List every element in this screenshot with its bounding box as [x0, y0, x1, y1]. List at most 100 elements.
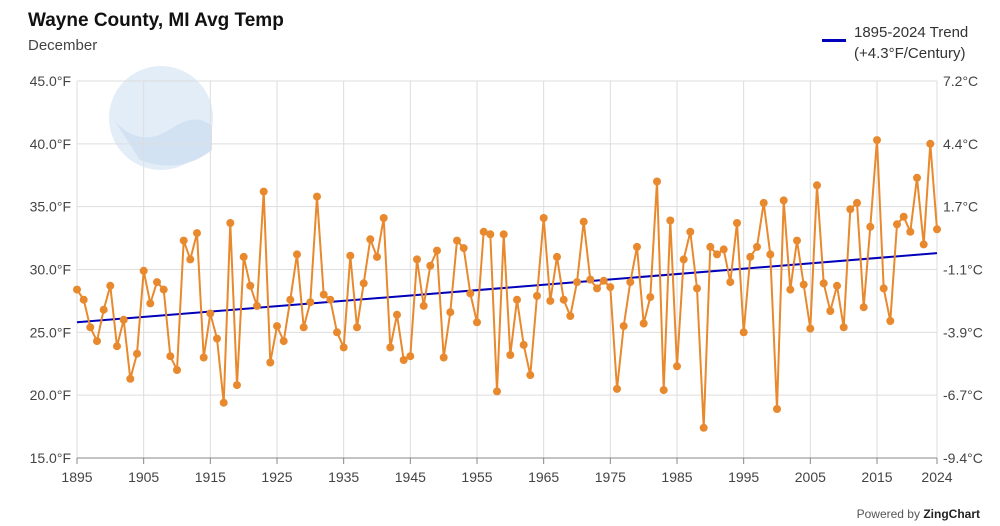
y-tick-label-right: -3.9°C	[943, 324, 983, 340]
data-point	[286, 295, 295, 304]
data-point	[639, 319, 648, 328]
data-point	[886, 317, 895, 325]
data-point	[879, 284, 888, 293]
data-point	[646, 293, 655, 302]
y-tick-label-left: 30.0°F	[30, 262, 71, 278]
y-tick-label-right: 1.7°C	[943, 199, 978, 215]
data-point	[853, 198, 861, 207]
data-point	[873, 136, 881, 145]
data-point	[293, 250, 301, 259]
data-point	[686, 227, 695, 236]
data-point	[553, 252, 561, 261]
zingchart-credit[interactable]: Powered by ZingChart	[856, 507, 980, 521]
data-point	[913, 173, 921, 182]
x-tick-label: 2015	[861, 469, 892, 485]
data-point	[186, 255, 195, 264]
data-point	[193, 229, 201, 238]
x-tick-label: 1975	[595, 469, 626, 485]
data-point	[739, 328, 748, 337]
data-point	[653, 177, 661, 186]
data-point	[139, 266, 148, 275]
data-point	[393, 310, 401, 319]
data-point	[279, 337, 288, 346]
data-point	[153, 278, 161, 287]
data-point	[519, 340, 528, 349]
data-point	[79, 295, 88, 304]
y-tick-label-right: -9.4°C	[943, 450, 983, 466]
data-point	[346, 251, 355, 260]
data-point	[406, 352, 415, 361]
y-tick-label-left: 15.0°F	[30, 450, 71, 466]
data-point	[666, 216, 675, 225]
data-point	[833, 281, 841, 290]
data-point	[926, 139, 935, 148]
data-point	[693, 284, 701, 293]
data-point	[253, 301, 261, 310]
data-point	[906, 227, 915, 236]
data-point	[373, 252, 381, 261]
data-point	[759, 198, 768, 207]
data-point	[493, 387, 501, 396]
data-point	[326, 295, 335, 304]
legend-trend-rate: (+4.3°F/Century)	[854, 45, 966, 62]
x-tick-label: 1915	[195, 469, 226, 485]
data-point	[479, 227, 488, 236]
data-point	[726, 278, 735, 287]
temperature-series	[73, 136, 941, 432]
axes: 45.0°F 40.0°F 35.0°F 30.0°F 25.0°F 20.0°F 15.0…	[30, 73, 983, 485]
data-point	[753, 242, 761, 251]
data-point	[866, 222, 875, 231]
data-point	[239, 252, 248, 261]
data-point	[766, 250, 775, 259]
data-point	[106, 281, 115, 290]
data-point	[353, 323, 361, 332]
y-tick-label-left: 35.0°F	[30, 199, 71, 215]
data-point	[506, 351, 515, 359]
data-point	[779, 196, 788, 205]
data-point	[699, 423, 708, 432]
data-point	[659, 386, 668, 395]
data-point	[459, 244, 468, 253]
data-point	[626, 278, 635, 287]
data-point	[799, 280, 808, 289]
data-point	[333, 328, 341, 337]
data-point	[366, 235, 375, 244]
data-point	[706, 242, 715, 251]
x-tick-label: 1905	[128, 469, 159, 485]
data-point	[713, 250, 721, 259]
chart-title: Wayne County, MI Avg Temp	[28, 10, 284, 31]
data-point	[679, 255, 688, 264]
data-point	[199, 353, 208, 362]
data-point	[319, 290, 328, 299]
temperature-line	[76, 139, 938, 429]
data-point	[299, 323, 308, 332]
chart-subtitle: December	[28, 37, 98, 54]
data-point	[806, 324, 815, 333]
data-point	[566, 312, 575, 320]
data-point	[233, 381, 241, 390]
y-tick-label-right: -1.1°C	[943, 262, 983, 278]
data-point	[773, 405, 781, 413]
x-tick-label: 2005	[795, 469, 826, 485]
legend[interactable]: 1895-2024 Trend (+4.3°F/Century)	[822, 22, 968, 64]
x-tick-label: 1965	[528, 469, 559, 485]
x-tick-label: 1995	[728, 469, 759, 485]
data-point	[226, 219, 235, 227]
data-point	[439, 353, 448, 362]
legend-trend-name: 1895-2024 Trend	[854, 24, 969, 41]
data-point	[206, 309, 215, 318]
legend-trend-label: 1895-2024 Trend (+4.3°F/Century)	[854, 22, 968, 64]
data-point	[533, 291, 541, 300]
data-point	[933, 225, 941, 234]
data-point	[526, 371, 535, 380]
data-point	[446, 308, 455, 317]
data-point	[573, 278, 581, 287]
data-point	[546, 296, 555, 305]
data-point	[786, 285, 795, 294]
data-point	[273, 322, 281, 331]
x-tick-label: 1925	[261, 469, 292, 485]
x-tick-label: 1895	[61, 469, 92, 485]
data-point	[839, 323, 848, 332]
data-point	[413, 255, 421, 264]
data-point	[126, 374, 135, 383]
